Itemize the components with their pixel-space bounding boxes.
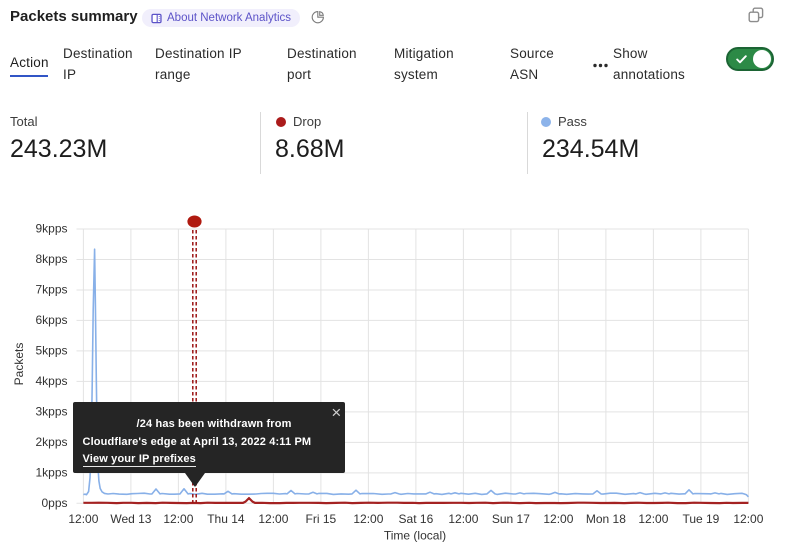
svg-text:12:00: 12:00 (353, 512, 383, 526)
svg-text:Time (local): Time (local) (384, 529, 446, 543)
svg-text:2kpps: 2kpps (35, 435, 67, 449)
svg-text:12:00: 12:00 (258, 512, 288, 526)
svg-text:12:00: 12:00 (448, 512, 478, 526)
svg-text:8kpps: 8kpps (35, 252, 67, 266)
svg-text:Sat 16: Sat 16 (399, 512, 434, 526)
svg-text:9kpps: 9kpps (35, 222, 67, 236)
svg-text:Fri 15: Fri 15 (306, 512, 337, 526)
svg-text:1kpps: 1kpps (35, 465, 67, 479)
svg-text:4kpps: 4kpps (35, 374, 67, 388)
svg-text:12:00: 12:00 (68, 512, 98, 526)
svg-text:12:00: 12:00 (638, 512, 668, 526)
svg-text:12:00: 12:00 (543, 512, 573, 526)
svg-text:6kpps: 6kpps (35, 313, 67, 327)
svg-text:Tue 19: Tue 19 (682, 512, 719, 526)
svg-text:Sun 17: Sun 17 (492, 512, 530, 526)
svg-text:7kpps: 7kpps (35, 283, 67, 297)
svg-text:Wed 13: Wed 13 (110, 512, 151, 526)
svg-text:Packets: Packets (12, 343, 26, 386)
svg-text:3kpps: 3kpps (35, 404, 67, 418)
svg-text:0pps: 0pps (41, 496, 67, 510)
svg-text:12:00: 12:00 (733, 512, 763, 526)
svg-text:12:00: 12:00 (163, 512, 193, 526)
svg-text:5kpps: 5kpps (35, 344, 67, 358)
svg-text:Mon 18: Mon 18 (586, 512, 626, 526)
svg-text:Thu 14: Thu 14 (207, 512, 245, 526)
